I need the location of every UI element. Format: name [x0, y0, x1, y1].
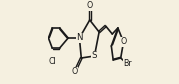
Text: S: S [92, 51, 97, 60]
Text: N: N [76, 34, 83, 43]
Text: O: O [87, 2, 93, 10]
Text: Br: Br [123, 59, 132, 68]
Text: O: O [120, 37, 127, 47]
Text: Cl: Cl [48, 58, 56, 67]
Text: O: O [72, 68, 78, 77]
